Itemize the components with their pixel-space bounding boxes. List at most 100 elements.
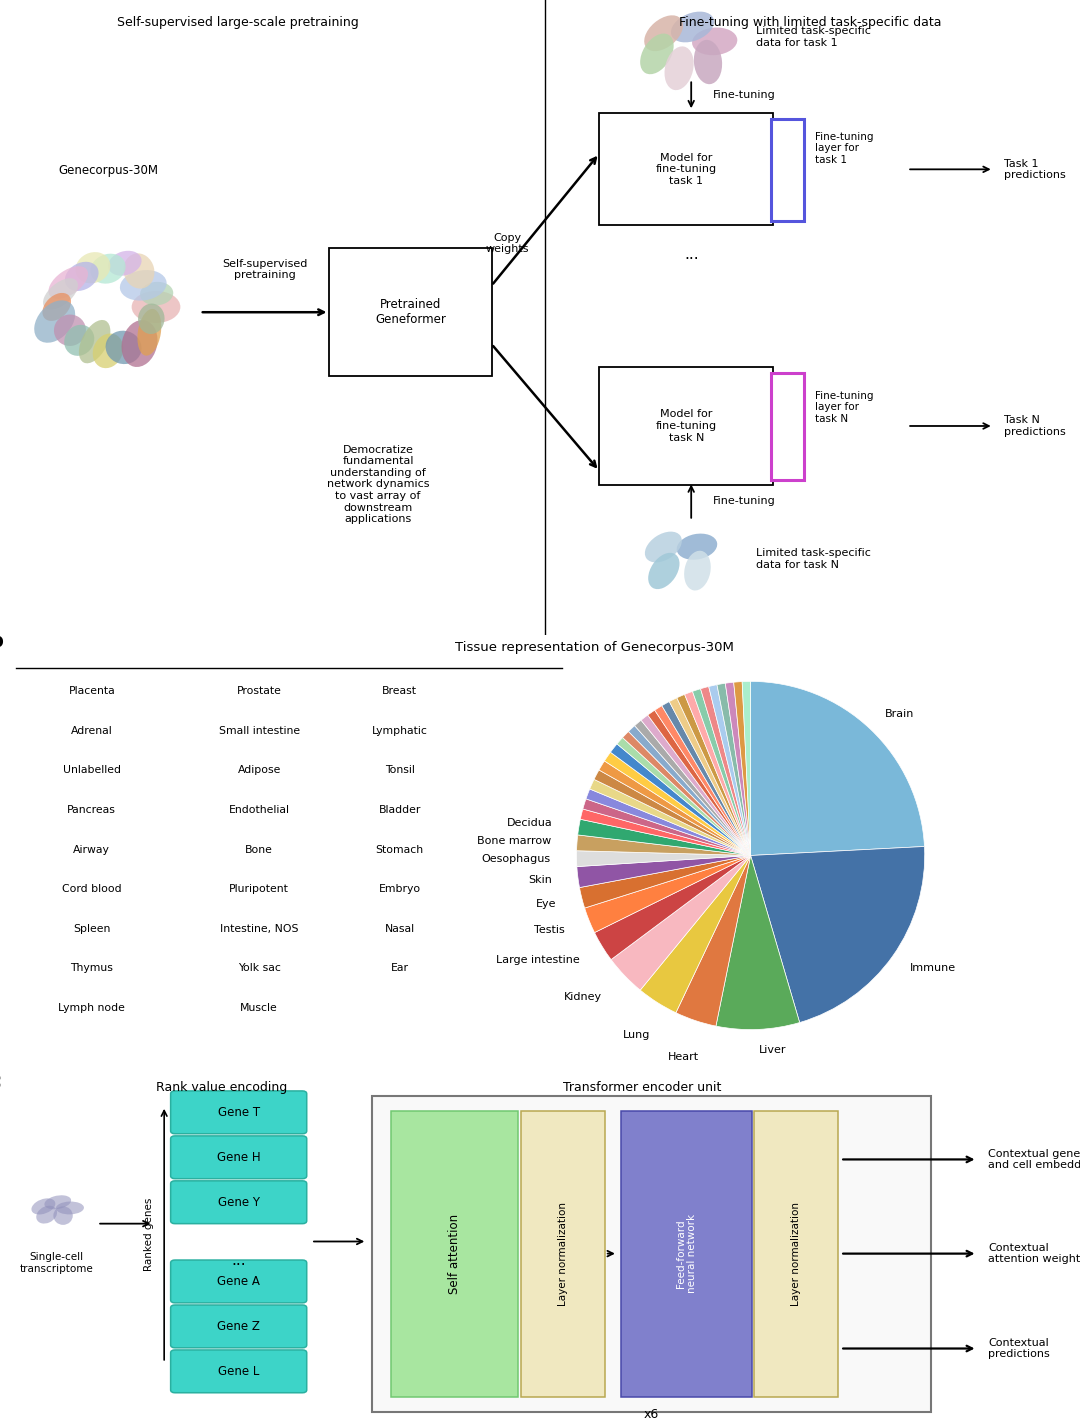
Ellipse shape: [49, 267, 87, 298]
FancyBboxPatch shape: [329, 248, 492, 375]
Text: Kidney: Kidney: [564, 992, 602, 1002]
Ellipse shape: [137, 308, 161, 355]
Ellipse shape: [132, 291, 180, 323]
Ellipse shape: [108, 251, 141, 275]
Text: Testis: Testis: [535, 925, 565, 935]
Text: Layer normalization: Layer normalization: [557, 1202, 568, 1306]
Text: Fine-tuning: Fine-tuning: [713, 90, 775, 100]
Ellipse shape: [671, 11, 714, 43]
Text: Large intestine: Large intestine: [496, 955, 580, 965]
Text: Transformer encoder unit: Transformer encoder unit: [564, 1082, 721, 1095]
Text: Prostate: Prostate: [237, 686, 282, 696]
Text: Limited task-specific
data for task N: Limited task-specific data for task N: [756, 548, 870, 569]
FancyBboxPatch shape: [391, 1110, 518, 1397]
Text: Model for
fine-tuning
task N: Model for fine-tuning task N: [656, 410, 717, 442]
Text: Contextual gene
and cell embeddings: Contextual gene and cell embeddings: [988, 1149, 1080, 1170]
Ellipse shape: [31, 1199, 55, 1214]
Text: Fine-tuning
layer for
task 1: Fine-tuning layer for task 1: [815, 131, 874, 164]
Ellipse shape: [54, 314, 86, 345]
Text: Limited task-specific
data for task 1: Limited task-specific data for task 1: [756, 26, 870, 49]
Text: ...: ...: [231, 1253, 246, 1269]
FancyBboxPatch shape: [621, 1110, 752, 1397]
Text: Skin: Skin: [528, 875, 552, 885]
Ellipse shape: [123, 254, 154, 288]
Wedge shape: [611, 856, 751, 990]
Ellipse shape: [79, 320, 110, 364]
Text: Adipose: Adipose: [238, 765, 281, 775]
Text: Bone marrow: Bone marrow: [476, 836, 551, 846]
Text: Breast: Breast: [382, 686, 417, 696]
Text: Lymph node: Lymph node: [58, 1003, 125, 1013]
Text: Task 1
predictions: Task 1 predictions: [1004, 158, 1066, 180]
Wedge shape: [635, 721, 751, 856]
Wedge shape: [583, 799, 751, 856]
FancyBboxPatch shape: [771, 372, 804, 481]
Ellipse shape: [106, 331, 141, 364]
Ellipse shape: [37, 1206, 57, 1223]
Ellipse shape: [692, 27, 738, 56]
Text: Eye: Eye: [536, 899, 556, 909]
Wedge shape: [685, 691, 751, 856]
FancyBboxPatch shape: [171, 1304, 307, 1347]
Text: Democratize
fundamental
understanding of
network dynamics
to vast array of
downs: Democratize fundamental understanding of…: [327, 445, 429, 524]
Text: Airway: Airway: [73, 845, 110, 855]
Text: Brain: Brain: [885, 709, 915, 719]
Wedge shape: [677, 695, 751, 856]
Text: Task N
predictions: Task N predictions: [1004, 415, 1066, 437]
Wedge shape: [717, 684, 751, 856]
Wedge shape: [670, 698, 751, 856]
Text: Gene A: Gene A: [217, 1274, 260, 1289]
Ellipse shape: [140, 281, 173, 305]
Wedge shape: [716, 856, 799, 1029]
Text: Fine-tuning with limited task-specific data: Fine-tuning with limited task-specific d…: [678, 16, 942, 29]
Wedge shape: [726, 682, 751, 856]
Text: Ear: Ear: [391, 963, 408, 973]
Ellipse shape: [56, 1202, 84, 1214]
Text: Placenta: Placenta: [68, 686, 116, 696]
Ellipse shape: [677, 534, 717, 559]
Text: Endothelial: Endothelial: [229, 805, 289, 815]
Text: Small intestine: Small intestine: [218, 726, 300, 736]
Text: Tonsil: Tonsil: [384, 765, 415, 775]
Ellipse shape: [645, 532, 681, 562]
Text: Heart: Heart: [667, 1052, 699, 1062]
Ellipse shape: [93, 334, 123, 368]
Text: Genecorpus-30M: Genecorpus-30M: [58, 164, 158, 177]
Text: Fine-tuning: Fine-tuning: [713, 495, 775, 505]
Wedge shape: [594, 856, 751, 959]
Wedge shape: [733, 682, 751, 856]
Wedge shape: [605, 752, 751, 856]
Wedge shape: [617, 738, 751, 856]
Text: Gene Z: Gene Z: [217, 1320, 260, 1333]
Wedge shape: [594, 771, 751, 856]
Text: Single-cell
transcriptome: Single-cell transcriptome: [19, 1253, 93, 1274]
Ellipse shape: [42, 293, 71, 321]
Ellipse shape: [44, 1196, 71, 1209]
Text: Pretrained
Geneformer: Pretrained Geneformer: [376, 298, 446, 327]
Text: Layer normalization: Layer normalization: [791, 1202, 801, 1306]
Text: Self-supervised
pretraining: Self-supervised pretraining: [221, 258, 308, 281]
Wedge shape: [577, 856, 751, 888]
Text: Spleen: Spleen: [73, 923, 110, 933]
Text: Lymphatic: Lymphatic: [372, 726, 428, 736]
Ellipse shape: [65, 261, 98, 291]
Wedge shape: [622, 732, 751, 856]
Ellipse shape: [122, 320, 158, 367]
Wedge shape: [751, 846, 924, 1023]
Wedge shape: [584, 856, 751, 933]
Wedge shape: [662, 702, 751, 856]
Text: Bladder: Bladder: [378, 805, 421, 815]
Text: b: b: [0, 632, 3, 651]
Text: Lung: Lung: [623, 1030, 650, 1040]
Text: Self attention: Self attention: [448, 1213, 461, 1294]
Ellipse shape: [648, 552, 679, 589]
Ellipse shape: [693, 40, 723, 84]
Wedge shape: [599, 761, 751, 856]
Text: Contextual
attention weights: Contextual attention weights: [988, 1243, 1080, 1264]
Ellipse shape: [91, 254, 125, 284]
Text: Immune: Immune: [909, 963, 956, 973]
Wedge shape: [751, 682, 924, 856]
FancyBboxPatch shape: [171, 1090, 307, 1133]
Ellipse shape: [138, 304, 164, 334]
Text: Gene Y: Gene Y: [218, 1196, 259, 1209]
